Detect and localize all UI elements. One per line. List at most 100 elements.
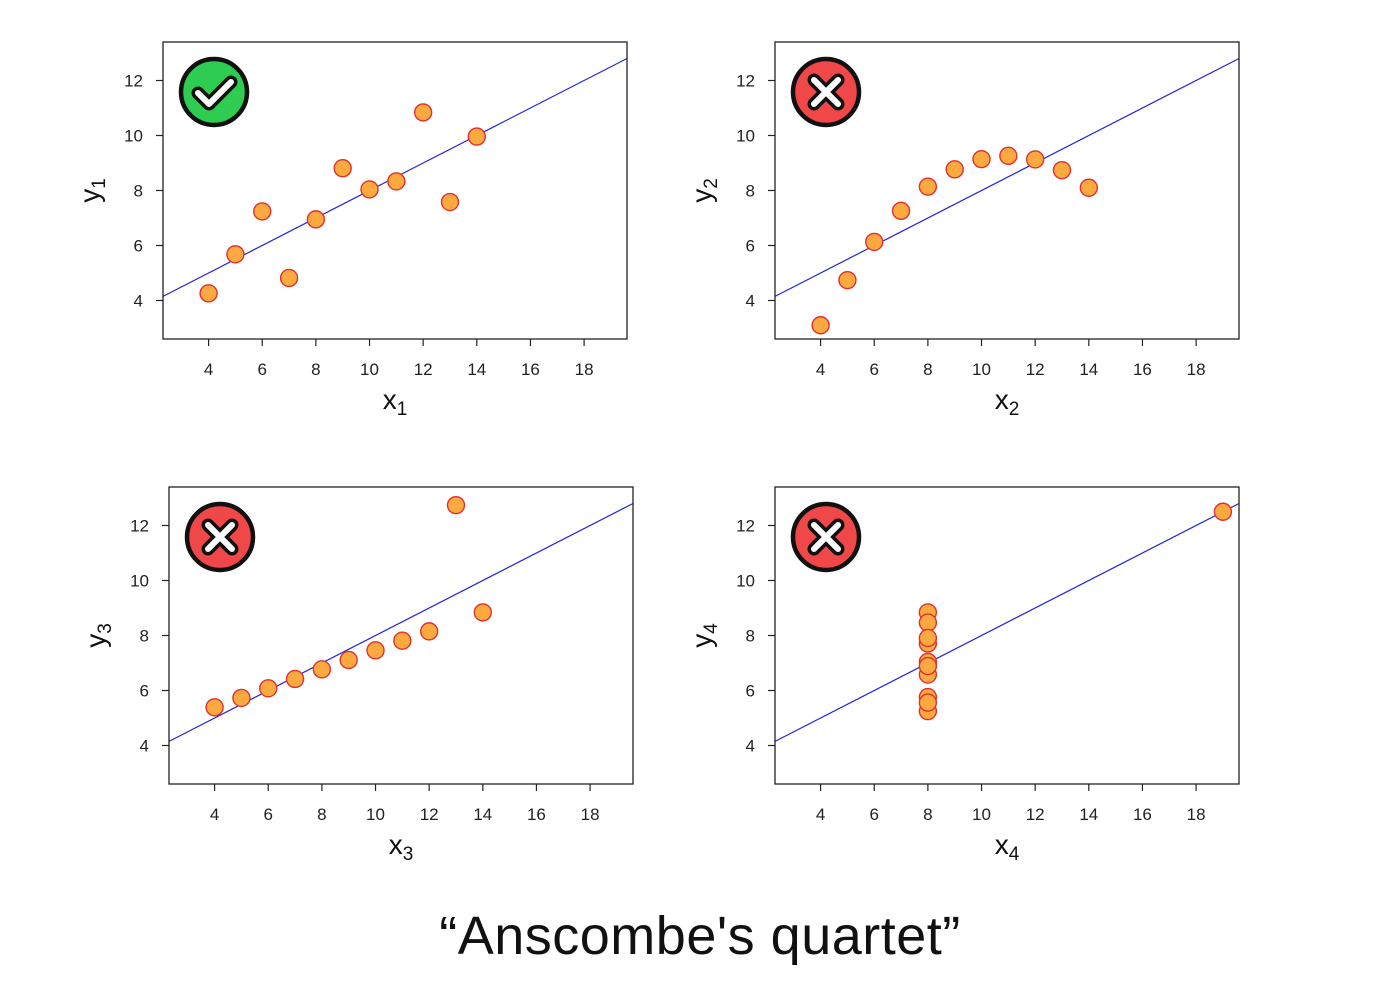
y-tick-label: 12 — [124, 72, 143, 91]
x-tick-label: 14 — [473, 805, 492, 824]
data-point — [865, 232, 884, 252]
x-tick-label: 16 — [521, 360, 540, 379]
data-point — [972, 149, 991, 169]
y-axis-label: y2 — [686, 178, 722, 203]
x-axis-label: x4 — [995, 829, 1020, 865]
y-tick-label: 6 — [134, 237, 143, 256]
x-tick-label: 18 — [1187, 360, 1206, 379]
data-point — [366, 641, 385, 660]
figure-caption: “Anscombe's quartet” — [439, 906, 961, 966]
y-tick-label: 10 — [124, 127, 143, 146]
y-tick-label: 8 — [746, 627, 755, 646]
scatter-panel-2: 4 6 8 10 12 14 16 18 4 6 8 10 12 x2 y2 — [686, 41, 1240, 420]
y-tick-label: 4 — [746, 292, 755, 311]
x-tick-label: 4 — [816, 360, 825, 379]
x-tick-label: 14 — [1079, 360, 1098, 379]
data-point — [918, 177, 938, 196]
y-tick-label: 4 — [140, 737, 149, 756]
data-point — [253, 202, 272, 221]
x-tick-label: 16 — [527, 805, 546, 824]
data-point — [918, 656, 938, 676]
x-tick-label: 8 — [317, 805, 326, 824]
x-tick-label: 10 — [366, 805, 385, 824]
x-tick-label: 4 — [816, 805, 825, 824]
data-point — [473, 603, 493, 622]
x-tick-label: 6 — [870, 805, 879, 824]
x-axis-label: x3 — [389, 829, 414, 865]
fit-line — [775, 502, 1239, 742]
data-point — [1052, 160, 1072, 180]
x-tick-label: 12 — [1026, 360, 1045, 379]
y-tick-label: 10 — [736, 572, 755, 591]
x-tick-label: 10 — [972, 805, 991, 824]
y-tick-label: 10 — [736, 127, 755, 146]
y-tick-label: 12 — [130, 517, 149, 536]
y-axis-label: y4 — [686, 623, 722, 648]
data-point — [467, 127, 487, 146]
data-point — [199, 284, 218, 303]
x-tick-label: 6 — [870, 360, 879, 379]
y-tick-label: 8 — [134, 182, 143, 201]
x-tick-label: 18 — [581, 805, 600, 824]
data-point — [1025, 150, 1045, 169]
data-point — [279, 268, 299, 288]
x-axis-label: x1 — [383, 384, 408, 420]
data-point — [918, 613, 938, 632]
data-point — [440, 192, 460, 212]
data-point — [339, 650, 358, 670]
cross-icon — [790, 56, 862, 128]
x-tick-label: 16 — [1133, 360, 1152, 379]
x-tick-label: 6 — [258, 360, 267, 379]
y-tick-label: 12 — [736, 517, 755, 536]
data-point — [446, 495, 466, 515]
data-point — [838, 270, 857, 290]
cross-icon — [790, 501, 862, 573]
check-icon — [178, 56, 250, 128]
data-point — [891, 201, 911, 221]
x-tick-label: 14 — [1079, 805, 1098, 824]
y-axis-label: y3 — [80, 623, 116, 648]
x-tick-label: 12 — [420, 805, 439, 824]
data-point — [205, 698, 224, 717]
data-point — [306, 210, 326, 229]
data-point — [259, 679, 278, 698]
x-tick-label: 4 — [204, 360, 213, 379]
x-tick-label: 4 — [210, 805, 219, 824]
x-tick-label: 16 — [1133, 805, 1152, 824]
y-tick-label: 6 — [140, 682, 149, 701]
data-point — [232, 688, 251, 708]
x-tick-label: 14 — [467, 360, 486, 379]
data-point — [1079, 178, 1099, 197]
y-tick-label: 4 — [134, 292, 143, 311]
data-point — [333, 159, 352, 178]
x-tick-label: 10 — [360, 360, 379, 379]
x-tick-label: 8 — [923, 360, 932, 379]
data-point — [226, 245, 245, 264]
data-point — [393, 631, 412, 650]
data-point — [918, 693, 938, 712]
y-tick-label: 12 — [736, 72, 755, 91]
scatter-panel-1: 4 6 8 10 12 14 16 18 4 6 8 10 12 x1 y1 — [74, 41, 628, 420]
data-point — [918, 628, 938, 648]
y-tick-label: 4 — [746, 737, 755, 756]
x-tick-label: 6 — [264, 805, 273, 824]
y-tick-label: 8 — [140, 627, 149, 646]
data-point — [360, 180, 379, 199]
data-point — [285, 669, 305, 689]
data-point — [999, 146, 1018, 166]
x-tick-label: 8 — [923, 805, 932, 824]
x-tick-label: 18 — [1187, 805, 1206, 824]
x-tick-label: 18 — [575, 360, 594, 379]
data-point — [387, 172, 406, 191]
scatter-panel-4: 4 6 8 10 12 14 16 18 4 6 8 10 12 x4 y4 — [686, 486, 1240, 865]
y-tick-label: 6 — [746, 682, 755, 701]
data-point — [312, 660, 332, 679]
data-point — [945, 160, 964, 179]
data-point — [413, 103, 433, 122]
data-point — [811, 316, 830, 335]
cross-icon — [184, 501, 256, 573]
y-axis-label: y1 — [74, 178, 110, 203]
y-tick-label: 8 — [746, 182, 755, 201]
fit-line — [775, 57, 1239, 297]
